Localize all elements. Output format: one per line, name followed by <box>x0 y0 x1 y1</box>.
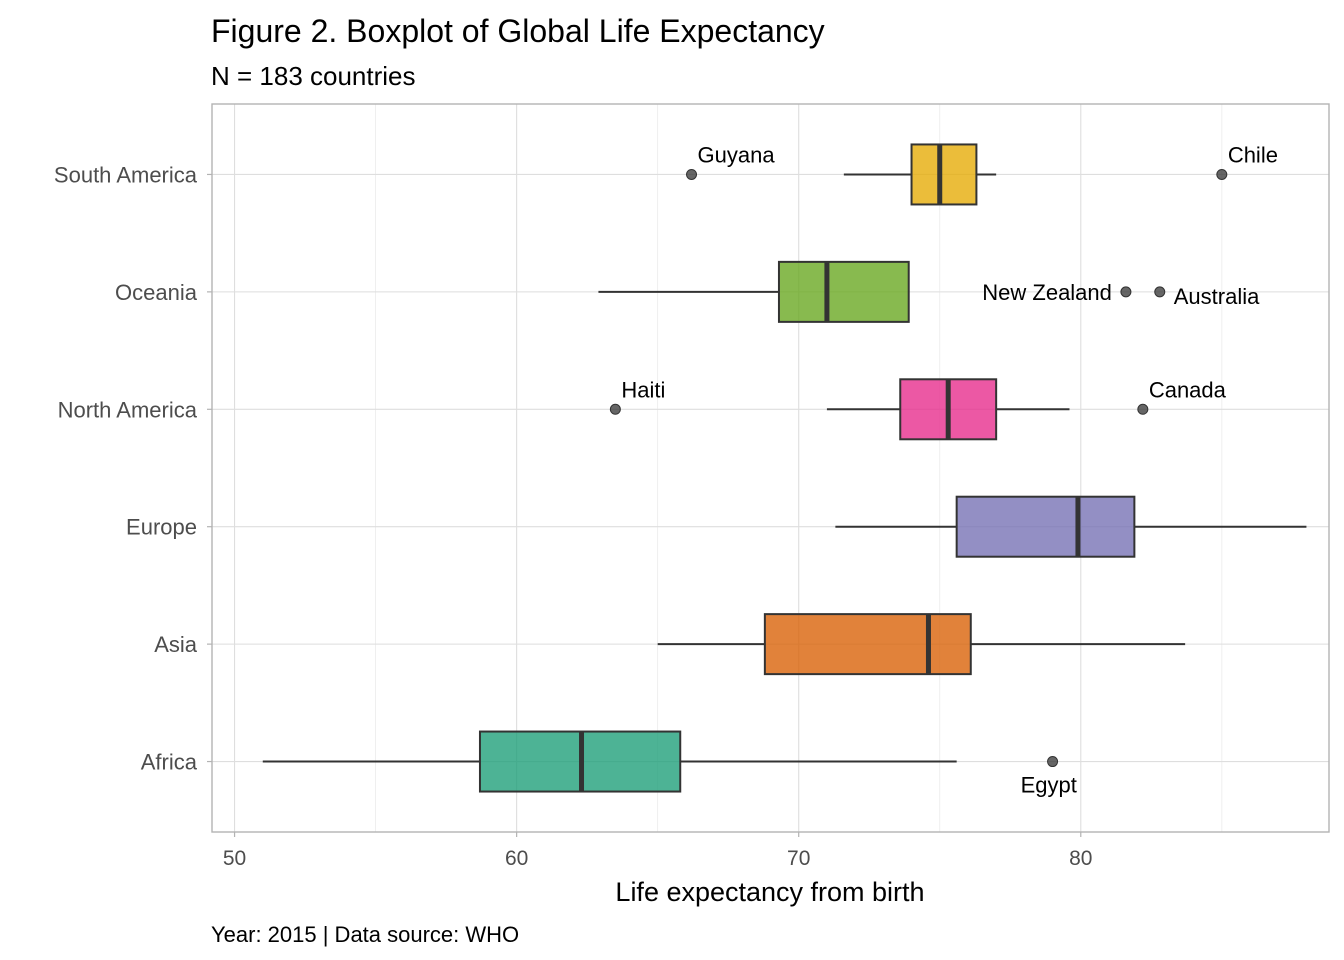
chart-subtitle: N = 183 countries <box>211 61 416 91</box>
box <box>777 260 910 323</box>
box <box>763 613 972 676</box>
outlier-point <box>1047 756 1059 768</box>
outlier-point <box>1137 403 1149 415</box>
outlier-label: New Zealand <box>982 280 1112 305</box>
outlier-label: Canada <box>1149 377 1227 402</box>
outlier-label: Guyana <box>698 142 776 167</box>
x-tick-label: 60 <box>505 847 528 870</box>
plot-area: 50 60 70 80 Africa Asia Europe North America Oce… <box>54 103 1330 870</box>
y-tick-label: Asia <box>154 632 198 657</box>
y-tick-label: Oceania <box>115 280 198 305</box>
x-tick-label: 80 <box>1069 847 1092 870</box>
x-tick-label: 50 <box>223 847 246 870</box>
outlier-label: Chile <box>1228 142 1278 167</box>
y-tick-label: North America <box>58 397 198 422</box>
panel-border <box>211 103 1330 833</box>
outlier-point <box>1216 168 1228 180</box>
box <box>910 143 978 206</box>
outlier-point <box>686 168 698 180</box>
outlier-point <box>1154 286 1166 298</box>
outlier-point <box>609 403 621 415</box>
x-axis-title: Life expectancy from birth <box>615 877 924 907</box>
outlier-point <box>1120 286 1132 298</box>
plot-panel <box>212 104 1329 832</box>
box <box>955 495 1136 558</box>
outlier-label: Egypt <box>1021 773 1077 798</box>
y-tick-label: Europe <box>126 515 197 540</box>
y-tick-label: South America <box>54 162 198 187</box>
chart-caption: Year: 2015 | Data source: WHO <box>211 922 519 947</box>
x-tick-label: 70 <box>787 847 810 870</box>
chart-title: Figure 2. Boxplot of Global Life Expecta… <box>211 13 825 49</box>
outlier-label: Haiti <box>621 377 665 402</box>
outlier-label: Australia <box>1174 284 1260 309</box>
y-tick-label: Africa <box>141 750 198 775</box>
